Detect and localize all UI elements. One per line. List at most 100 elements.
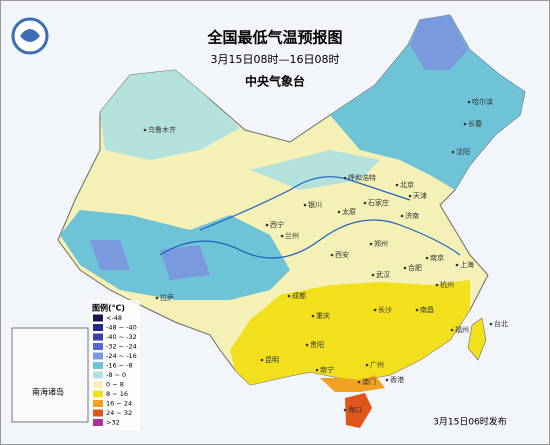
city-dot [143, 128, 147, 132]
legend: <-48 -48 ~ -40-40 ~ -32 -32 ~ -24-24 ~ -16… [93, 314, 137, 427]
city-label: 海口 [348, 405, 362, 414]
legend-swatch [93, 314, 103, 322]
hainan [345, 393, 372, 428]
city-dot [463, 122, 467, 126]
city-label: 太原 [342, 207, 356, 216]
city-dot [415, 308, 419, 312]
city-label: 昆明 [265, 356, 279, 364]
legend-label: -8 ~ 0 [106, 371, 126, 379]
city-label: 重庆 [316, 311, 330, 320]
legend-title: 图例(℃) [92, 303, 125, 313]
river-yellow [199, 176, 411, 231]
region-north [250, 150, 380, 190]
legend-swatch [93, 362, 103, 369]
legend-swatch [93, 343, 103, 350]
city-label: 长春 [468, 119, 482, 128]
city-dot [357, 380, 361, 384]
city-label: 石家庄 [368, 198, 389, 207]
legend-swatch [93, 409, 103, 417]
city-label: 合肥 [408, 263, 422, 272]
city-label: 济南 [405, 211, 419, 220]
legend-label: 16 ~ 24 [106, 400, 132, 408]
legend-swatch [93, 371, 103, 379]
logo-mark [20, 29, 40, 42]
region-tibet-cold [90, 240, 210, 280]
city-label: 哈尔滨 [472, 97, 493, 106]
city-dot [455, 263, 459, 267]
city-label: 南昌 [420, 305, 434, 314]
city-dot [287, 294, 291, 298]
city-label: 澳门 [362, 377, 376, 386]
legend-swatch [93, 419, 103, 426]
city-label: 上海 [460, 260, 474, 269]
legend-swatch [93, 324, 103, 331]
city-dot [343, 176, 347, 180]
city-label: 拉萨 [160, 293, 174, 302]
city-label: 呼和浩特 [348, 173, 376, 182]
inset-label: 南海诸岛 [32, 387, 64, 397]
region-xinjiang-north [100, 70, 240, 160]
legend-label: -48 ~ -40 [106, 324, 137, 332]
city-dot [311, 314, 315, 318]
legend-label: -32 ~ -24 [106, 343, 137, 351]
city-label: 西宁 [270, 220, 284, 229]
city-dot [330, 253, 334, 257]
city-dot [265, 223, 269, 227]
legend-label: 24 ~ 32 [106, 409, 132, 417]
legend-label: 0 ~ 8 [106, 381, 124, 389]
city-dot [408, 194, 412, 198]
city-label: 沈阳 [456, 147, 470, 156]
city-dot [403, 266, 407, 270]
city-dot [450, 328, 454, 332]
city-label: 杭州 [440, 280, 454, 289]
city-label: 北京 [400, 180, 414, 189]
city-dot [280, 234, 284, 238]
city-label: 长沙 [378, 305, 392, 314]
city-dot [155, 296, 159, 300]
city-label: 贵阳 [310, 340, 324, 349]
city-dot [395, 183, 399, 187]
city-dot [371, 273, 375, 277]
city-label: 郑州 [374, 240, 388, 248]
city-dot [260, 358, 264, 362]
city-label: 台北 [494, 319, 508, 328]
city-dot [303, 203, 307, 207]
legend-label: -40 ~ -32 [106, 333, 137, 341]
legend-label: 8 ~ 16 [106, 390, 128, 398]
release-time: 3月15日06时发布 [433, 416, 507, 428]
city-label: 天津 [413, 192, 427, 200]
city-dot [363, 201, 367, 205]
city-label: 兰州 [285, 231, 299, 240]
city-label: 乌鲁木齐 [148, 125, 176, 134]
city-dot [489, 322, 493, 326]
city-dot [337, 210, 341, 214]
region-coast [320, 375, 385, 392]
city-dot [305, 343, 309, 347]
region-south [230, 280, 470, 385]
city-dot [385, 378, 389, 382]
map-subtitle: 3月15日08时—16日08时 [211, 53, 340, 66]
city-dot [425, 256, 429, 260]
city-label: 武汉 [376, 270, 390, 279]
city-label: 福州 [455, 325, 469, 334]
legend-label: -16 ~ -8 [106, 362, 133, 370]
city-dot [373, 308, 377, 312]
legend-swatch [93, 400, 103, 407]
city-label: 香港 [390, 375, 404, 384]
region-northeast [330, 15, 525, 190]
city-label: 南京 [430, 253, 444, 262]
river-yangtze [159, 219, 461, 259]
city-dot [365, 363, 369, 367]
legend-swatch [93, 352, 103, 360]
legend-label: >32 [106, 419, 120, 427]
city-dot [315, 368, 319, 372]
map-title: 全国最低气温预报图 [206, 29, 342, 47]
city-dot [343, 408, 347, 412]
city-label: 成都 [292, 291, 306, 300]
legend-swatch [93, 381, 103, 388]
city-label: 广州 [370, 360, 384, 369]
inset-box [11, 327, 89, 423]
city-dot [400, 214, 404, 218]
